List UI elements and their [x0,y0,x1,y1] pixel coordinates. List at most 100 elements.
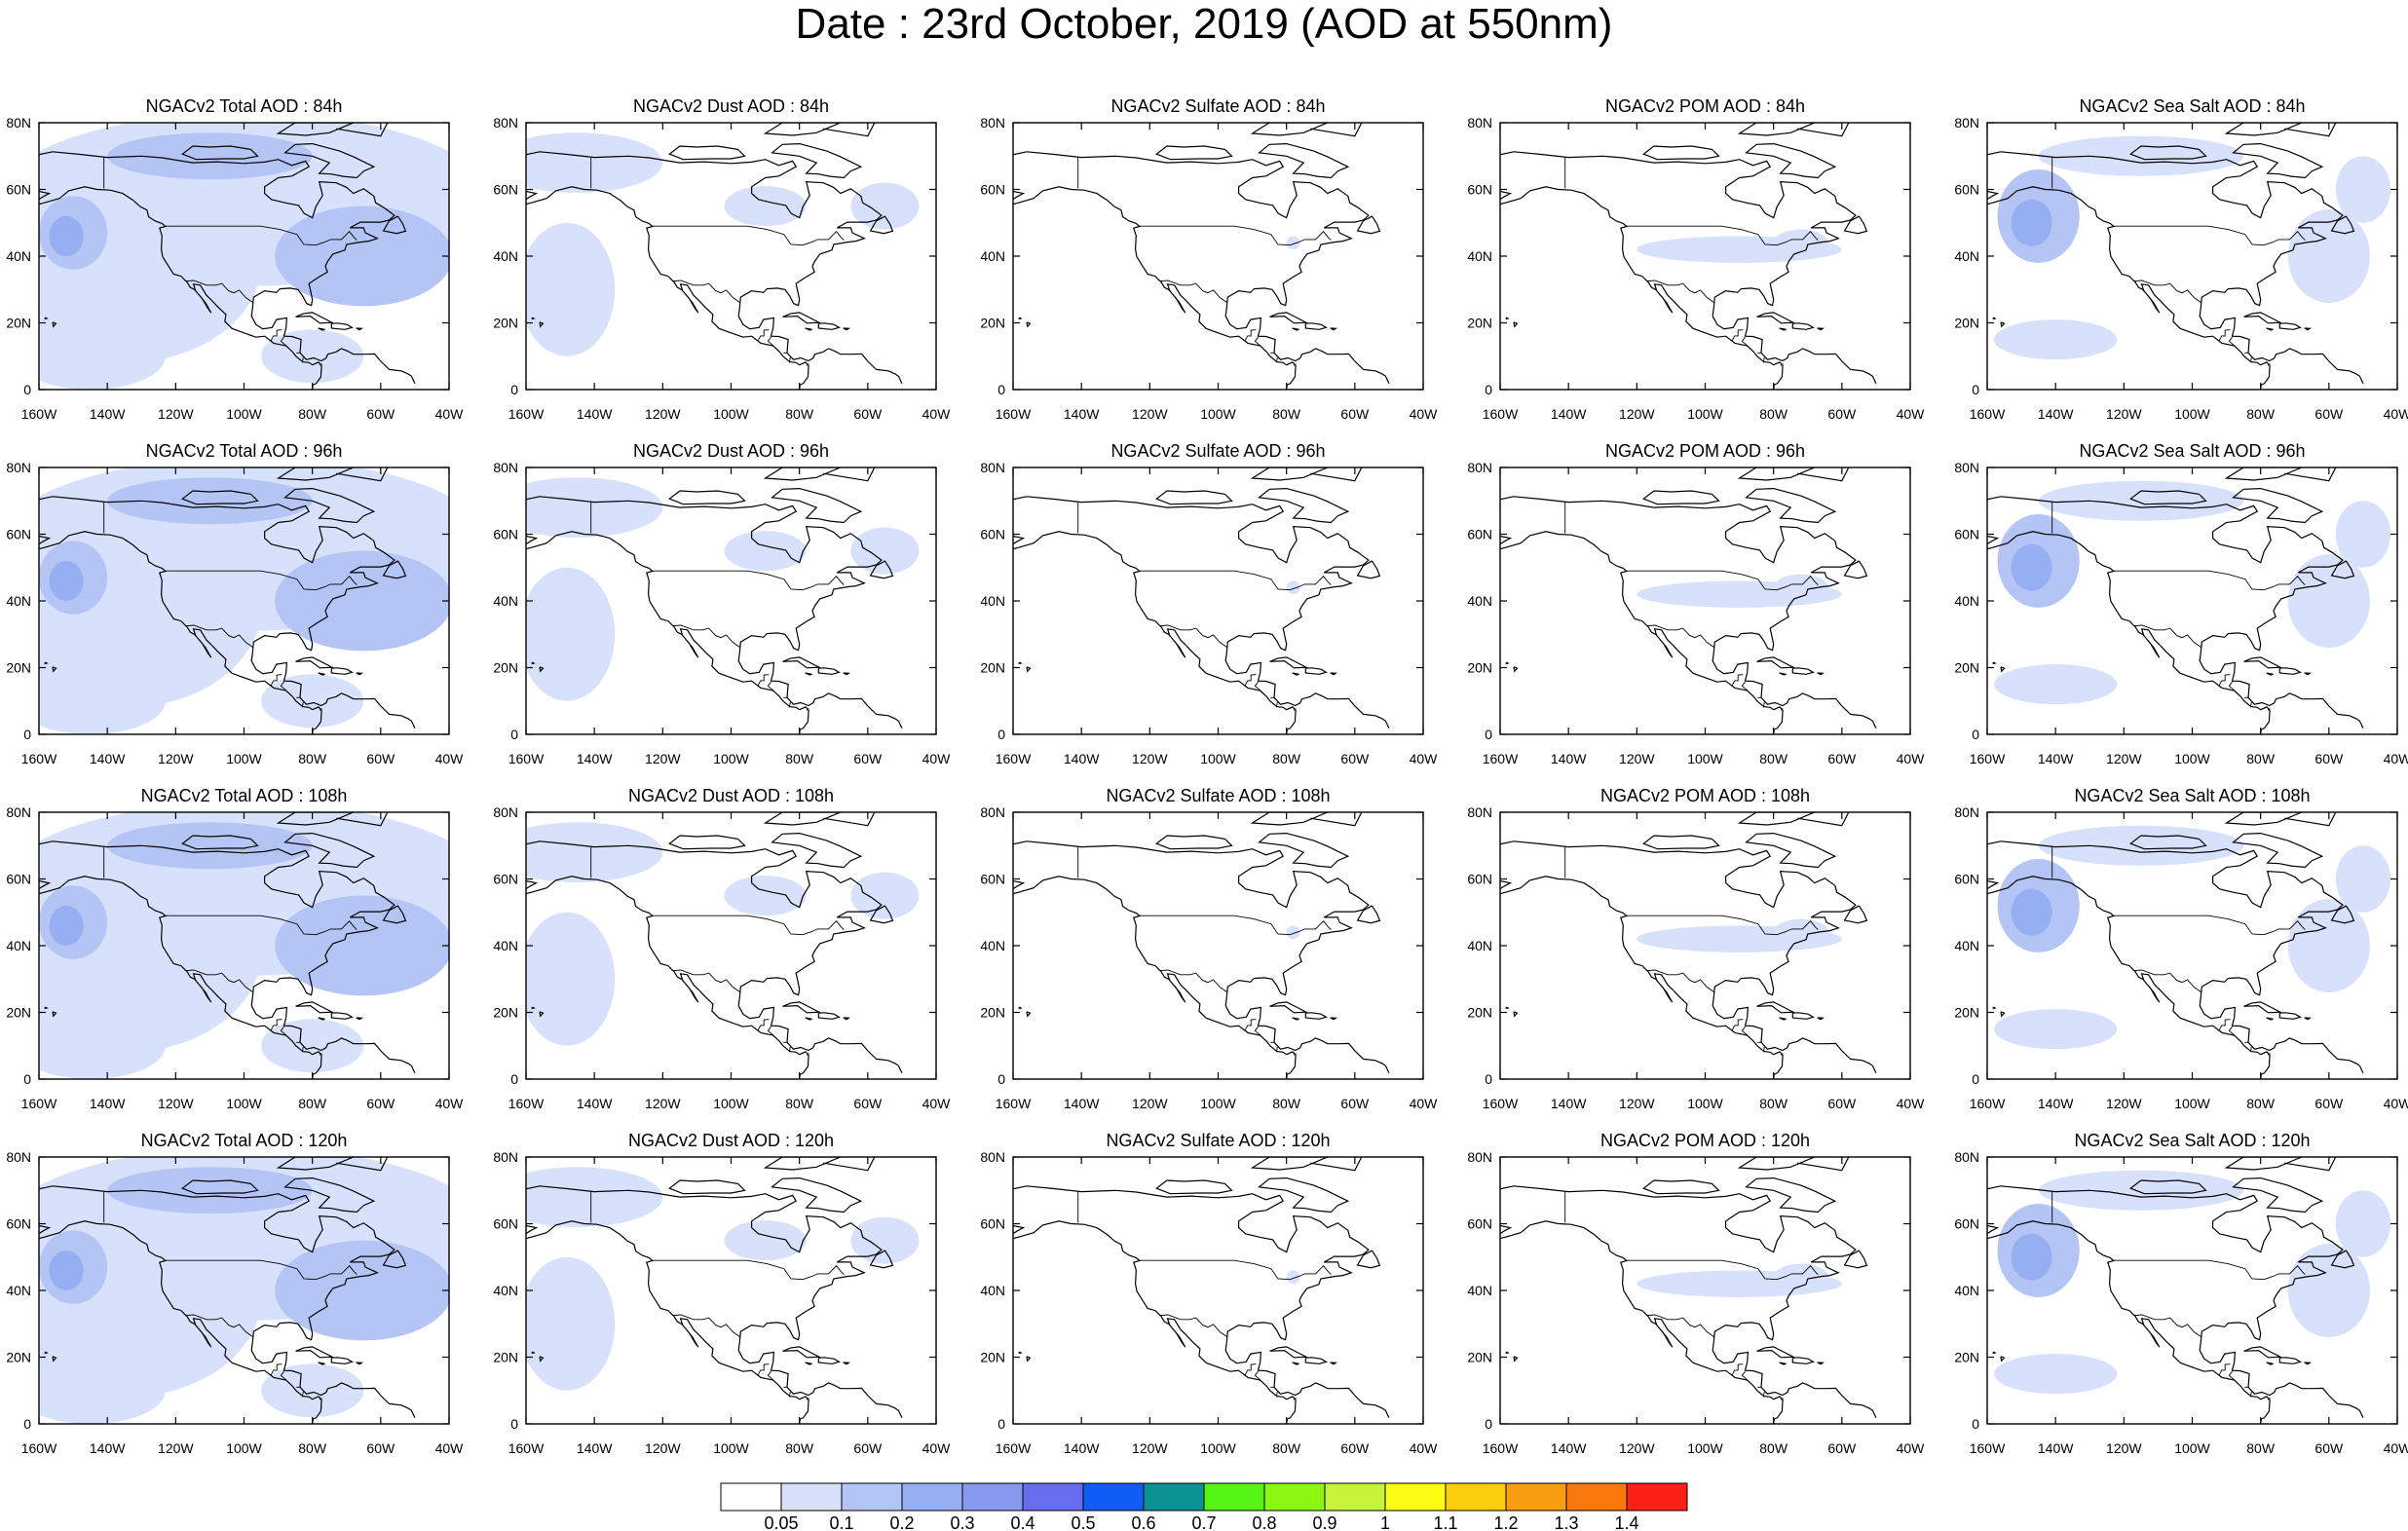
panel-title: NGACv2 Total AOD : 108h [141,786,348,805]
y-tick-label: 80N [1467,115,1492,131]
y-tick-label: 40N [6,1283,31,1298]
x-tick-label: 60W [853,1440,883,1456]
aod-area [2335,1190,2390,1257]
x-tick-label: 80W [1759,1096,1788,1111]
panel-title: NGACv2 Sulfate AOD : 96h [1110,441,1325,461]
x-tick-label: 40W [2384,751,2408,766]
x-tick-label: 120W [2106,406,2142,422]
y-tick-label: 60N [980,1216,1005,1232]
aod-area [261,1019,364,1073]
x-tick-label: 60W [366,751,395,766]
y-tick-label: 40N [980,248,1005,264]
x-tick-label: 140W [2038,751,2074,766]
panel-title: NGACv2 Total AOD : 120h [141,1131,348,1150]
colorbar-label: 0.3 [950,1513,974,1531]
x-tick-label: 80W [298,406,327,422]
y-tick-label: 80N [493,460,518,475]
x-tick-label: 160W [1483,1440,1519,1456]
map-panel: NGACv2 Sea Salt AOD : 120h 160W 140W 120W 10… [1954,1131,2408,1456]
x-tick-label: 140W [90,406,126,422]
x-tick-label: 80W [785,751,814,766]
colorbar-swatch [1263,1482,1326,1512]
x-tick-label: 40W [2384,1096,2408,1111]
y-tick-label: 40N [980,1283,1005,1298]
x-tick-label: 160W [1970,751,2006,766]
colorbar-swatch [1203,1482,1265,1512]
x-tick-label: 40W [922,406,952,422]
aod-area [850,1216,920,1264]
x-tick-label: 160W [1970,1440,2006,1456]
x-tick-label: 120W [1132,1440,1168,1456]
x-tick-label: 100W [713,1096,749,1111]
y-tick-label: 80N [980,460,1005,475]
aod-area [107,477,313,525]
x-tick-label: 60W [1340,406,1370,422]
aod-shading [1286,580,1300,595]
y-tick-label: 0 [23,1071,31,1087]
x-tick-label: 120W [1132,751,1168,766]
coastlines [1987,812,2364,1079]
x-tick-label: 140W [2038,1440,2074,1456]
x-tick-label: 40W [435,1440,465,1456]
y-tick-label: 0 [510,382,518,397]
map-panel: NGACv2 Dust AOD : 84h 160W 140W 120W 100W 80W… [493,96,952,422]
x-tick-label: 60W [1340,1440,1370,1456]
coastlines [526,812,903,1079]
y-tick-label: 80N [493,804,518,820]
coastlines [1013,123,1390,390]
y-tick-label: 20N [1954,1350,1979,1365]
x-tick-label: 140W [2038,1096,2074,1111]
x-tick-label: 40W [435,1096,465,1111]
x-tick-label: 80W [1759,751,1788,766]
x-tick-label: 160W [996,1096,1032,1111]
x-tick-label: 60W [853,406,883,422]
y-tick-label: 60N [980,527,1005,542]
x-tick-label: 140W [1551,751,1587,766]
x-tick-label: 100W [1687,1096,1723,1111]
y-tick-label: 0 [997,1416,1005,1432]
y-tick-label: 0 [1972,727,1979,742]
y-tick-label: 40N [1467,593,1492,609]
x-tick-label: 160W [508,1096,545,1111]
panel-title: NGACv2 Sea Salt AOD : 108h [2074,786,2310,805]
aod-area [2011,1233,2052,1281]
x-tick-label: 60W [2314,406,2344,422]
colorbar-label: 0.5 [1071,1513,1095,1531]
x-tick-label: 60W [366,1440,395,1456]
map-panel: NGACv2 POM AOD : 84h 160W 140W 120W 100W 80W 6… [1467,96,1925,422]
coastlines [39,1157,416,1424]
panel-title: NGACv2 POM AOD : 96h [1605,441,1805,461]
coastlines [1500,1157,1877,1424]
y-tick-label: 0 [510,727,518,742]
map-panel: NGACv2 Sulfate AOD : 120h 160W 140W 120W 100… [980,1131,1438,1456]
x-tick-label: 120W [158,1096,194,1111]
aod-area [850,182,920,230]
panel-title: NGACv2 Total AOD : 96h [146,441,343,461]
x-tick-label: 160W [1483,406,1519,422]
x-tick-label: 80W [2246,1096,2276,1111]
y-tick-label: 80N [1954,804,1979,820]
aod-area [107,822,313,870]
x-tick-label: 100W [713,751,749,766]
aod-shading [1286,1270,1300,1285]
colorbar-swatch [1565,1482,1628,1512]
y-tick-label: 80N [6,1149,31,1165]
x-tick-label: 80W [298,1096,327,1111]
coastlines [1987,123,2364,390]
y-tick-label: 60N [1954,527,1979,542]
x-tick-label: 100W [226,1440,262,1456]
aod-area [2038,135,2244,176]
x-tick-label: 60W [1340,751,1370,766]
x-tick-label: 100W [1200,751,1236,766]
y-tick-label: 40N [1467,1283,1492,1298]
x-tick-label: 40W [1897,1440,1926,1456]
x-tick-label: 100W [1200,1096,1236,1111]
x-tick-label: 40W [435,751,465,766]
x-tick-label: 80W [785,1096,814,1111]
x-tick-label: 80W [2246,1440,2276,1456]
y-tick-label: 0 [510,1416,518,1432]
aod-area [39,1357,166,1424]
y-tick-label: 80N [980,115,1005,131]
y-tick-label: 60N [6,872,31,887]
coastlines [1987,1157,2364,1424]
